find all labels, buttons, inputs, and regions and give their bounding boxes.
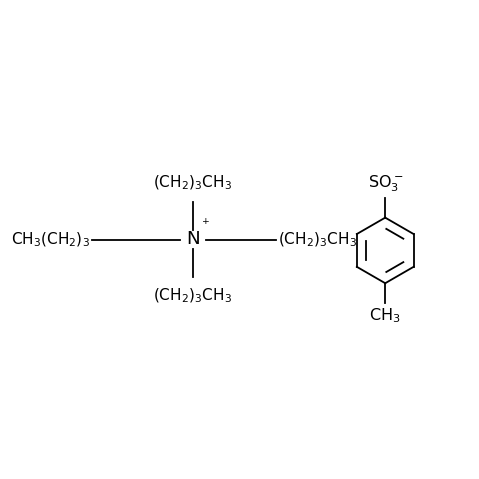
Text: $\mathregular{SO_3^-}$: $\mathregular{SO_3^-}$ (367, 174, 403, 194)
Text: $^+$: $^+$ (200, 218, 211, 231)
Text: $\mathregular{CH_3}$: $\mathregular{CH_3}$ (369, 307, 401, 325)
Text: $\mathregular{CH_3(CH_2)_3}$: $\mathregular{CH_3(CH_2)_3}$ (11, 230, 90, 249)
Text: $\mathregular{(CH_2)_3CH_3}$: $\mathregular{(CH_2)_3CH_3}$ (153, 287, 232, 305)
Text: $\mathregular{(CH_2)_3CH_3}$: $\mathregular{(CH_2)_3CH_3}$ (153, 174, 232, 192)
Text: $\mathregular{(CH_2)_3CH_3}$: $\mathregular{(CH_2)_3CH_3}$ (278, 230, 357, 249)
Text: N: N (186, 230, 200, 249)
